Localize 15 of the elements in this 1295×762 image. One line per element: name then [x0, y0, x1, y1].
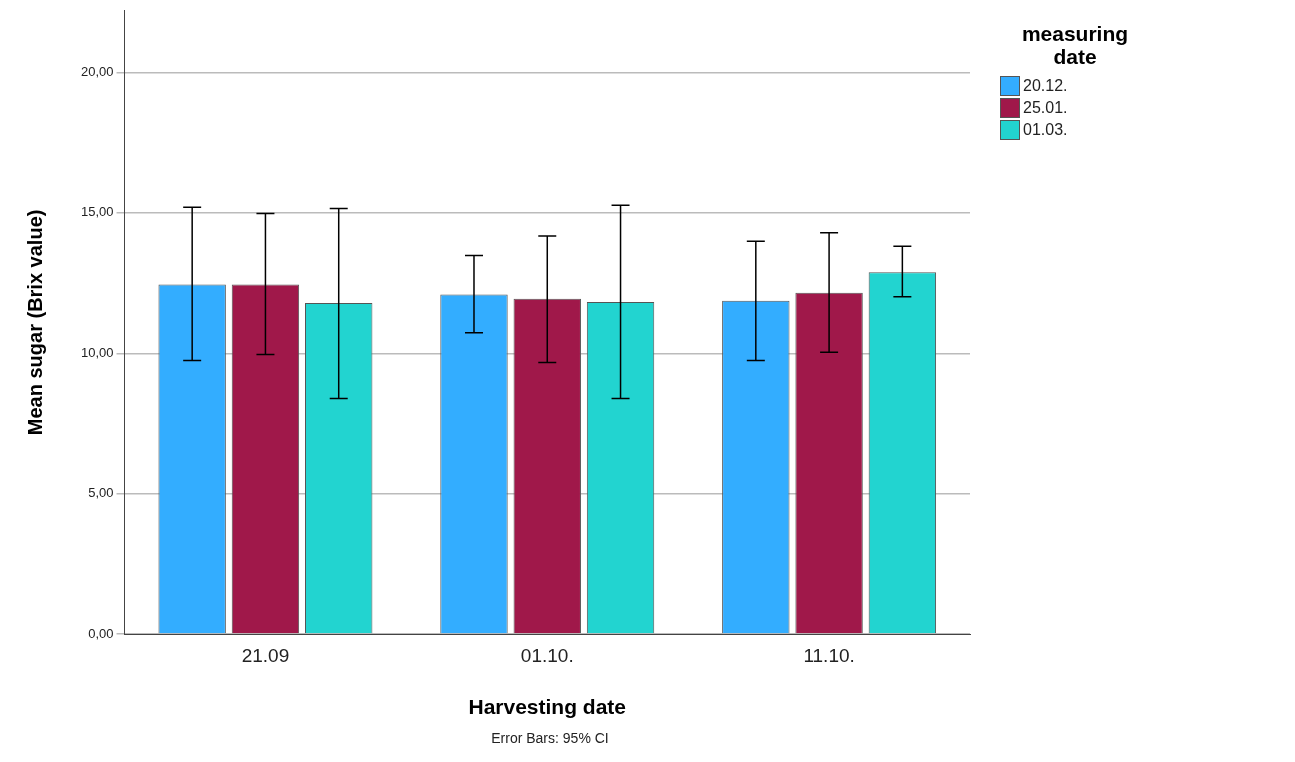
legend-label: 01.03.	[1023, 121, 1068, 139]
legend-label: 25.01.	[1023, 99, 1068, 117]
x-tick-label: 01.10.	[520, 644, 574, 666]
x-tick-label: 21.09	[241, 644, 290, 666]
y-tick-label: 15,00	[80, 204, 114, 220]
x-tick-label: 11.10.	[803, 644, 855, 666]
legend-title: measuring date	[1020, 22, 1130, 68]
text: Error Bars: 95% CI	[490, 730, 610, 746]
y-tick-label: 10,00	[80, 344, 114, 360]
legend-label: 20.12.	[1023, 77, 1068, 95]
y-tick-label: 0,00	[88, 625, 114, 641]
y-tick-label: 20,00	[80, 64, 114, 80]
y-axis-title: Mean sugar (Brix value)	[23, 209, 46, 436]
y-tick-label: 5,00	[88, 485, 114, 501]
x-axis-title: Harvesting date	[468, 695, 627, 719]
